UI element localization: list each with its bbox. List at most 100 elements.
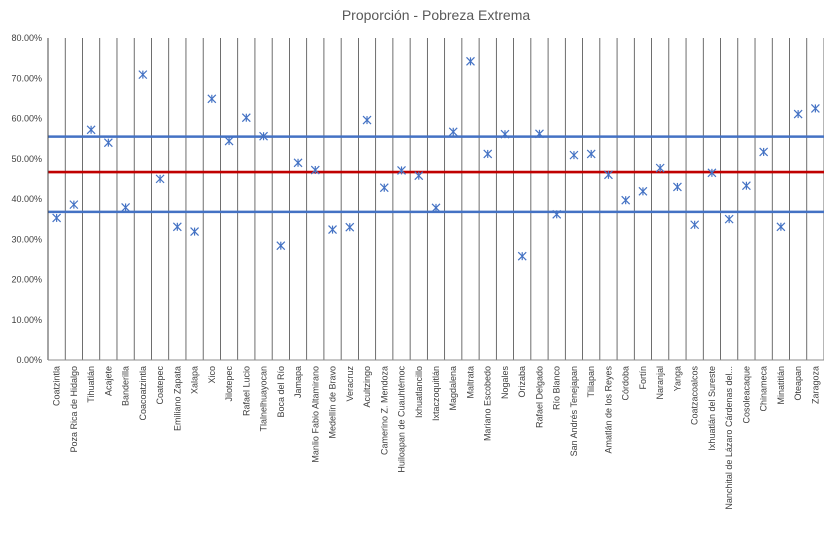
- data-point: [672, 182, 682, 192]
- x-category-label: Acajete: [103, 366, 113, 396]
- data-point: [707, 168, 717, 178]
- data-point: [86, 125, 96, 135]
- x-category-label: Ixhuatlán del Sureste: [707, 366, 717, 451]
- y-tick-label: 50.00%: [11, 154, 42, 164]
- data-point: [552, 209, 562, 219]
- x-category-label: Tlilapan: [586, 366, 596, 398]
- y-axis-tick-labels: 0.00% 10.00% 20.00% 30.00% 40.00% 50.00% 60.00…: [11, 33, 42, 365]
- data-point: [379, 183, 389, 193]
- x-category-label: Magdalena: [448, 366, 458, 411]
- data-point: [638, 186, 648, 196]
- data-point: [121, 203, 131, 212]
- data-point: [690, 220, 700, 230]
- data-point: [741, 181, 751, 191]
- x-category-label: Naranjal: [655, 366, 665, 400]
- data-point: [569, 150, 579, 160]
- x-category-label: Tlalnelhuayocan: [259, 366, 269, 432]
- x-category-label: Acultzingo: [362, 366, 372, 408]
- x-category-label: Manlio Fabio Altamirano: [310, 366, 320, 463]
- x-category-label: Ixtaczoquitlán: [431, 366, 441, 421]
- y-tick-label: 40.00%: [11, 194, 42, 204]
- data-point: [172, 222, 182, 232]
- gridlines: [64, 38, 824, 360]
- data-point: [655, 163, 665, 173]
- y-tick-label: 60.00%: [11, 114, 42, 124]
- data-point: [414, 171, 424, 181]
- x-category-label: Coatzacoalcos: [690, 366, 700, 426]
- data-point: [259, 131, 268, 141]
- data-point: [448, 127, 458, 137]
- data-point: [776, 222, 786, 232]
- x-category-label: Coatzintla: [52, 366, 62, 406]
- data-point: [810, 104, 820, 113]
- y-tick-label: 30.00%: [11, 234, 42, 244]
- data-point: [52, 213, 62, 223]
- data-point: [604, 170, 613, 180]
- x-category-label: Maltrata: [465, 366, 475, 399]
- data-point: [224, 136, 234, 146]
- x-category-label: Huiloapan de Cuauhtémoc: [397, 366, 407, 473]
- x-category-label: Nogales: [500, 366, 510, 400]
- x-axis-category-labels: Coatzintla Poza Rica de Hidalgo Tihuatlán A…: [52, 366, 821, 510]
- x-category-label: Jamapa: [293, 366, 303, 398]
- x-category-label: Veracruz: [345, 366, 355, 402]
- data-point: [793, 109, 803, 119]
- data-point: [293, 158, 303, 168]
- x-category-label: Río Blanco: [552, 366, 562, 410]
- x-category-label: Emiliano Zapata: [172, 366, 182, 431]
- x-category-label: Zaragoza: [810, 366, 820, 404]
- y-tick-label: 20.00%: [11, 275, 42, 285]
- data-point: [207, 94, 217, 104]
- data-point: [310, 165, 320, 175]
- data-point: [431, 203, 441, 213]
- x-category-label: Banderilla: [121, 366, 131, 406]
- x-category-label: Chinameca: [759, 366, 769, 412]
- x-category-label: Camerino Z. Mendoza: [379, 366, 389, 455]
- x-category-label: Coacoatzintla: [138, 366, 148, 421]
- x-category-label: Xico: [207, 366, 217, 384]
- data-point: [517, 251, 527, 261]
- x-category-label: Medellín de Bravo: [328, 366, 338, 439]
- y-tick-label: 80.00%: [11, 33, 42, 43]
- reference-lines: [48, 135, 824, 214]
- x-category-label: Poza Rica de Hidalgo: [69, 366, 79, 453]
- data-point: [483, 149, 493, 159]
- data-point: [190, 227, 200, 237]
- data-point: [362, 115, 372, 125]
- x-category-label: Jilotepec: [224, 366, 234, 402]
- y-tick-label: 70.00%: [11, 73, 42, 83]
- x-category-label: Coatepec: [155, 366, 165, 405]
- data-point: [276, 241, 286, 251]
- x-category-label: Cosoleacaque: [741, 366, 751, 424]
- x-category-label: Rafael Lucio: [241, 366, 251, 416]
- x-category-label: Tihuatlán: [86, 366, 96, 403]
- data-point: [69, 200, 79, 210]
- data-point: [241, 113, 251, 123]
- data-markers: [52, 56, 820, 261]
- axes: [47, 38, 824, 361]
- x-category-label: Minatitlán: [776, 366, 786, 405]
- x-category-label: Boca del Río: [276, 366, 286, 418]
- data-point: [328, 225, 337, 235]
- chart-title: Proporción - Pobreza Extrema: [342, 7, 531, 23]
- x-category-label: San Andrés Tenejapan: [569, 366, 579, 456]
- data-point: [103, 138, 113, 148]
- x-category-label: Rafael Delgado: [534, 366, 544, 428]
- data-point: [586, 149, 596, 159]
- data-point: [466, 56, 475, 66]
- x-category-label: Xalapa: [190, 366, 200, 394]
- data-point: [724, 214, 734, 224]
- x-category-label: Mariano Escobedo: [483, 366, 493, 441]
- data-point: [138, 70, 148, 80]
- x-category-label: Córdoba: [621, 366, 631, 401]
- data-point: [345, 222, 355, 232]
- data-point: [621, 195, 631, 205]
- x-category-label: Yanga: [672, 366, 682, 391]
- x-category-label: Orizaba: [517, 366, 527, 398]
- data-point: [397, 165, 406, 175]
- data-point: [759, 147, 769, 157]
- data-point: [535, 129, 544, 139]
- x-category-label: Nanchital de Lázaro Cárdenas del...: [724, 366, 734, 510]
- x-category-label: Fortín: [638, 366, 648, 390]
